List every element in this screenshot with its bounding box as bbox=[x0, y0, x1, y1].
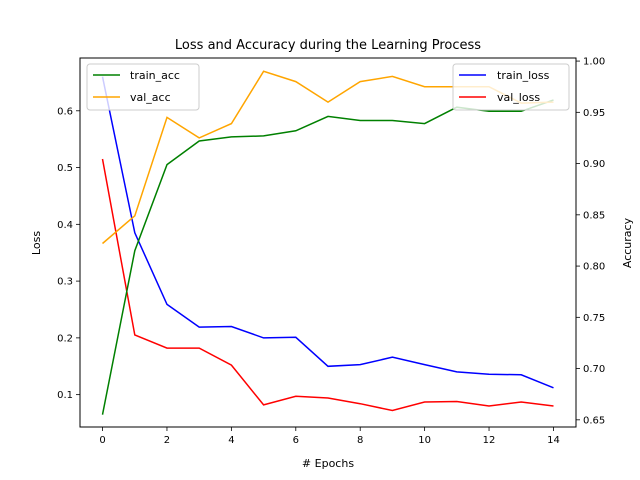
x-tick-label: 0 bbox=[99, 435, 105, 446]
legend-train-acc-label: train_acc bbox=[130, 69, 180, 82]
plot-lines bbox=[101, 70, 554, 415]
left-y-tick-label: 0.1 bbox=[57, 390, 73, 401]
x-tick-label: 2 bbox=[164, 435, 170, 446]
legend-val-acc-label: val_acc bbox=[130, 91, 171, 104]
left-y-axis-ticks: 0.1 0.2 0.3 0.4 0.5 0.6 bbox=[57, 106, 80, 401]
left-y-tick-label: 0.2 bbox=[57, 333, 73, 344]
right-y-tick-label: 0.70 bbox=[583, 364, 605, 375]
series-line-train-acc bbox=[101, 99, 554, 415]
legend-val-loss-label: val_loss bbox=[497, 91, 540, 104]
right-y-tick-label: 0.95 bbox=[583, 108, 605, 119]
right-y-tick-label: 1.00 bbox=[583, 57, 605, 68]
right-y-tick-label: 0.80 bbox=[583, 262, 605, 273]
right-y-tick-label: 0.90 bbox=[583, 159, 605, 170]
series-line-val-loss bbox=[101, 158, 554, 412]
x-tick-label: 12 bbox=[483, 435, 496, 446]
left-y-tick-label: 0.4 bbox=[57, 220, 73, 231]
chart-title: Loss and Accuracy during the Learning Pr… bbox=[175, 38, 481, 53]
legend-train-loss-label: train_loss bbox=[497, 69, 550, 82]
plot-frame bbox=[79, 57, 577, 428]
right-y-axis-ticks: 0.65 0.70 0.75 0.80 0.85 0.90 0.95 1.00 bbox=[576, 57, 605, 426]
left-y-axis-label: Loss bbox=[30, 231, 43, 255]
x-tick-label: 6 bbox=[293, 435, 299, 446]
x-axis-ticks: 0 2 4 6 8 10 12 14 bbox=[99, 427, 560, 446]
left-y-tick-label: 0.3 bbox=[57, 277, 73, 288]
legend-loss: train_loss val_loss bbox=[452, 63, 570, 111]
x-tick-label: 8 bbox=[357, 435, 363, 446]
x-tick-label: 4 bbox=[228, 435, 234, 446]
x-tick-label: 14 bbox=[547, 435, 560, 446]
left-y-tick-label: 0.5 bbox=[57, 163, 73, 174]
x-axis-label: # Epochs bbox=[302, 457, 354, 470]
right-y-axis-label: Accuracy bbox=[621, 217, 634, 268]
left-y-tick-label: 0.6 bbox=[57, 106, 73, 117]
series-line-train-loss bbox=[101, 76, 554, 389]
x-tick-label: 10 bbox=[418, 435, 431, 446]
right-y-tick-label: 0.65 bbox=[583, 415, 605, 426]
right-y-tick-label: 0.85 bbox=[583, 210, 605, 221]
legend-accuracy: train_acc val_acc bbox=[86, 63, 200, 111]
right-y-tick-label: 0.75 bbox=[583, 313, 605, 324]
